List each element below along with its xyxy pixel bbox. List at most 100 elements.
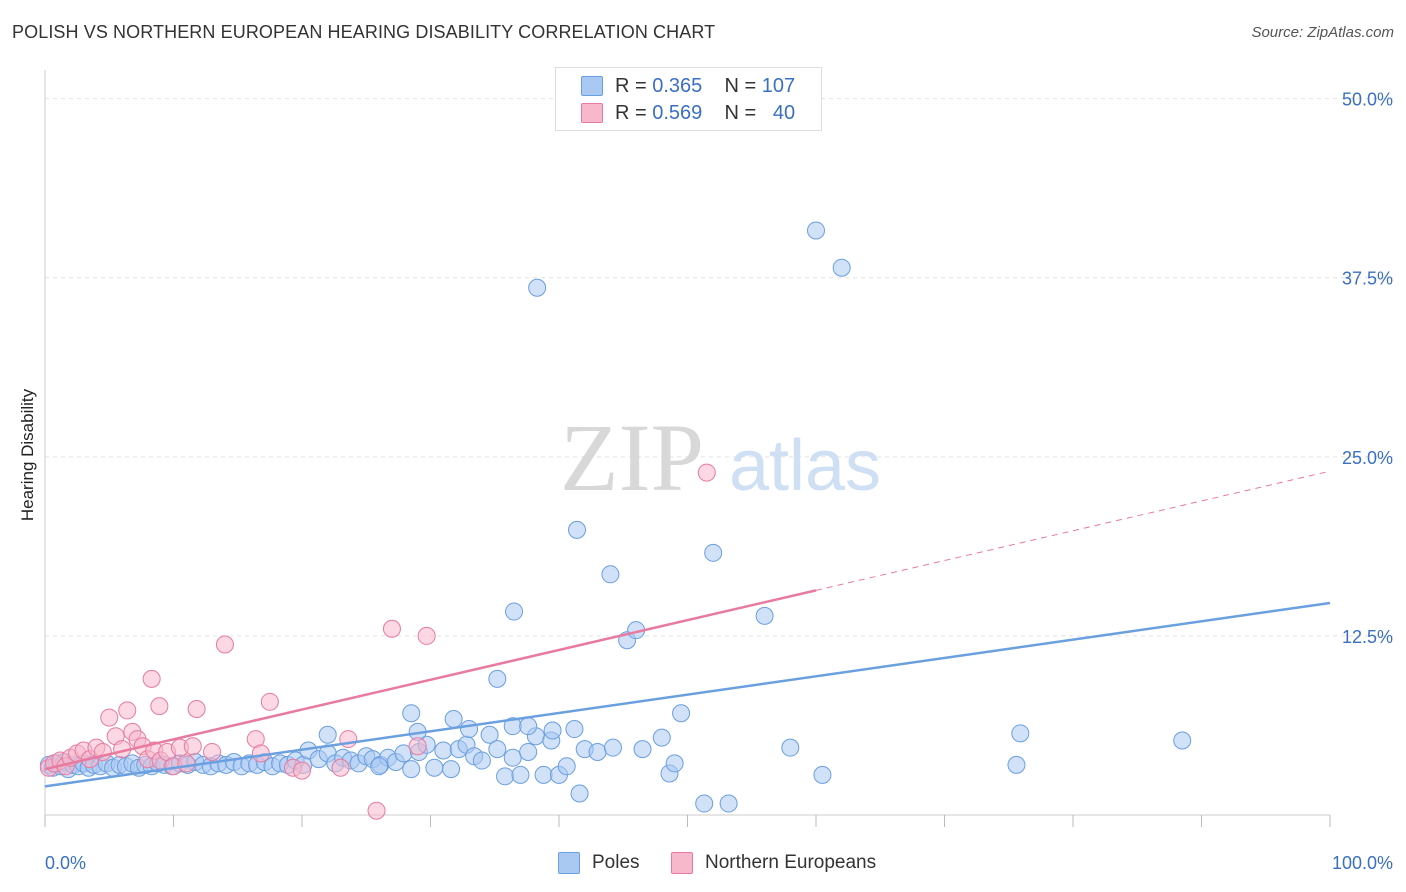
northern-europeans-point xyxy=(697,463,716,482)
poles-point xyxy=(370,757,389,776)
northern-europeans-point xyxy=(177,754,196,773)
poles-point xyxy=(442,760,461,779)
poles-swatch xyxy=(581,76,603,96)
legend-item-poles[interactable]: Poles xyxy=(558,852,640,874)
poles-point xyxy=(695,794,714,813)
poles-point xyxy=(318,725,337,744)
poles-point xyxy=(505,602,524,621)
poles-point xyxy=(402,760,421,779)
y-tick-label: 50.0% xyxy=(1342,90,1393,110)
source-label: Source: ZipAtlas.com xyxy=(1251,24,1394,41)
poles-point xyxy=(781,738,800,757)
stats-row-northern: R = 0.569 N = 40 xyxy=(581,101,795,125)
x-tick-label: 0.0% xyxy=(45,853,86,873)
poles-point xyxy=(460,720,479,739)
poles-point xyxy=(503,748,522,767)
poles-point xyxy=(444,710,463,729)
poles-point xyxy=(813,765,832,784)
northern-europeans-point xyxy=(118,701,137,720)
poles-point xyxy=(601,565,620,584)
trend-lines xyxy=(44,470,1331,788)
poles-point xyxy=(665,754,684,773)
poles-point xyxy=(832,258,851,277)
poles-point xyxy=(534,765,553,784)
poles-point xyxy=(425,758,444,777)
legend-poles-swatch xyxy=(558,852,580,874)
poles-point xyxy=(603,738,622,757)
poles-point xyxy=(755,606,774,625)
poles-point xyxy=(519,742,538,761)
legend-item-northern-europeans[interactable]: Northern Europeans xyxy=(671,852,876,874)
poles-point xyxy=(807,221,825,240)
poles-point xyxy=(570,784,589,803)
northern-europeans-point xyxy=(293,761,311,780)
y-tick-label: 25.0% xyxy=(1342,448,1393,468)
stats-legend: R = 0.365 N = 107 R = 0.569 N = 40 xyxy=(555,67,822,131)
northern-europeans-point xyxy=(331,758,350,777)
northern-n-value: 40 xyxy=(772,101,796,124)
poles-n-label: N = xyxy=(724,74,757,97)
poles-point xyxy=(1173,731,1192,750)
poles-r-value: 0.365 xyxy=(652,74,703,97)
data-points xyxy=(39,221,1192,820)
poles-trend-line xyxy=(44,601,1331,788)
legend-northern-swatch xyxy=(671,852,693,874)
northern-europeans-point xyxy=(183,737,202,756)
poles-point xyxy=(402,704,421,723)
northern-europeans-point xyxy=(100,708,119,727)
northern-europeans-point xyxy=(203,742,222,761)
stats-row-poles: R = 0.365 N = 107 xyxy=(581,74,795,98)
y-tick-label: 37.5% xyxy=(1342,269,1393,289)
poles-n-value: 107 xyxy=(761,74,796,97)
northern-r-label: R = xyxy=(615,101,647,124)
northern-europeans-point xyxy=(382,619,401,638)
poles-point xyxy=(528,278,547,297)
poles-point xyxy=(434,741,453,760)
legend-poles-label: Poles xyxy=(592,852,640,873)
northern-r-value: 0.569 xyxy=(652,101,703,124)
poles-point xyxy=(488,669,507,688)
poles-point xyxy=(652,728,671,747)
axes xyxy=(44,70,1331,827)
poles-point xyxy=(588,742,607,761)
northern-europeans-point xyxy=(408,737,427,756)
poles-point xyxy=(704,543,723,562)
poles-point xyxy=(519,717,538,736)
poles-point xyxy=(565,720,584,739)
watermark: ZIP atlas xyxy=(560,404,881,511)
watermark-zip: ZIP xyxy=(560,404,704,511)
legend-northern-label: Northern Europeans xyxy=(705,852,877,873)
poles-point xyxy=(488,740,507,759)
poles-r-label: R = xyxy=(615,74,647,97)
chart-title: POLISH VS NORTHERN EUROPEAN HEARING DISA… xyxy=(12,22,716,42)
poles-point xyxy=(543,721,562,740)
northern-europeans-point xyxy=(367,801,386,820)
poles-point xyxy=(567,520,586,539)
northern-europeans-point xyxy=(142,669,161,688)
northern-europeans-point xyxy=(260,692,279,711)
poles-point xyxy=(633,740,652,759)
poles-point xyxy=(1007,755,1026,774)
poles-point xyxy=(480,725,499,744)
x-tick-label: 100.0% xyxy=(1332,853,1393,873)
poles-point xyxy=(557,757,576,776)
poles-point xyxy=(672,704,691,723)
northern-europeans-point xyxy=(187,699,206,718)
northern-n-label: N = xyxy=(724,101,757,124)
northern-europeans-trend-extension xyxy=(815,470,1331,591)
poles-point xyxy=(1011,724,1030,743)
poles-point xyxy=(496,767,515,786)
poles-point xyxy=(511,765,530,784)
northern-europeans-point xyxy=(150,697,169,716)
northern-europeans-point xyxy=(251,744,270,763)
tick-labels: 12.5% 25.0% 37.5% 50.0% 0.0% 100.0% xyxy=(45,90,1393,873)
poles-point xyxy=(719,794,738,813)
watermark-atlas: atlas xyxy=(729,426,881,506)
northern-europeans-point xyxy=(417,626,436,645)
northern-europeans-trend-line xyxy=(44,589,817,771)
y-tick-label: 12.5% xyxy=(1342,627,1393,647)
poles-point xyxy=(472,751,491,770)
northern-swatch xyxy=(581,103,603,123)
northern-europeans-point xyxy=(215,635,234,654)
